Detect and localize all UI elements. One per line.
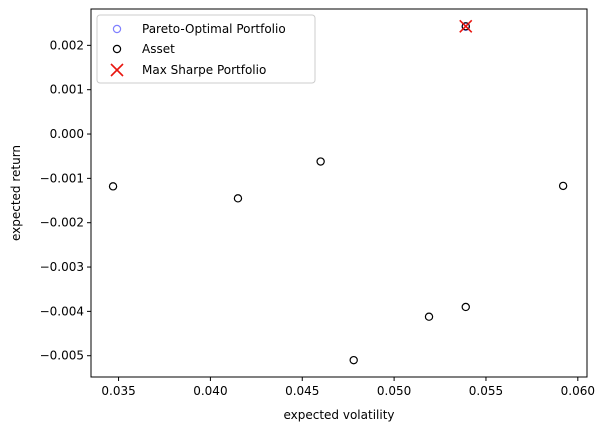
asset-point	[424, 312, 434, 321]
y-tick-label: −0.004	[40, 304, 84, 318]
legend-label: Asset	[142, 42, 175, 56]
y-tick-label: 0.000	[50, 127, 84, 141]
y-axis-label: expected return	[9, 145, 23, 241]
legend-circle-marker	[112, 44, 122, 54]
y-tick-label: 0.002	[50, 38, 84, 52]
x-tick-label: 0.060	[561, 384, 595, 398]
x-tick-label: 0.055	[469, 384, 503, 398]
legend-label: Pareto-Optimal Portfolio	[142, 22, 286, 36]
y-tick-label: −0.002	[40, 216, 84, 230]
asset-point	[461, 22, 470, 31]
y-tick-label: 0.001	[50, 83, 84, 97]
asset-point	[233, 194, 243, 203]
y-tick-label: −0.005	[40, 349, 84, 363]
legend-box	[96, 14, 316, 84]
plot-marks	[108, 19, 568, 365]
max-sharpe-marker	[459, 19, 473, 33]
legend: Pareto-Optimal Portfolio Asset Max Sharpe …	[96, 14, 316, 84]
plot-frame	[90, 8, 588, 378]
legend-x-marker	[110, 63, 124, 77]
x-axis-ticks: 0.035 0.040 0.045 0.050 0.055 0.060	[101, 377, 595, 398]
x-tick-label: 0.050	[377, 384, 411, 398]
asset-point	[461, 302, 470, 312]
asset-point	[349, 355, 358, 365]
y-tick-label: −0.003	[40, 260, 84, 274]
asset-point	[558, 181, 568, 191]
asset-point	[108, 182, 118, 191]
y-axis-ticks: −0.005 −0.004 −0.003 −0.002 −0.001 0.000 0.001…	[40, 38, 91, 363]
legend-circle-marker	[112, 24, 122, 34]
x-tick-label: 0.045	[285, 384, 319, 398]
x-tick-label: 0.040	[193, 384, 227, 398]
y-tick-label: −0.001	[40, 171, 84, 185]
legend-label: Max Sharpe Portfolio	[142, 63, 266, 77]
x-axis-label: expected volatility	[283, 408, 394, 422]
asset-point	[316, 157, 325, 166]
x-tick-label: 0.035	[101, 384, 135, 398]
